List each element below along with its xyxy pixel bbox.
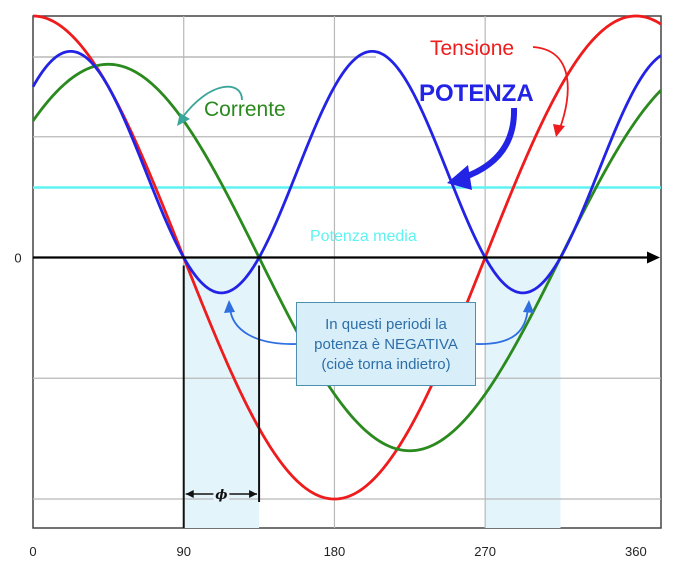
x-tick-label-90: 90 [176, 544, 190, 559]
callout-line-3: (cioè torna indietro) [321, 356, 451, 373]
tick-labels: 0 90 180 270 360 0 [14, 251, 646, 559]
label-potenza-media: Potenza media [310, 228, 417, 245]
callout-line-2: potenza è NEGATIVA [314, 336, 458, 353]
zero-axis-arrowhead [647, 251, 660, 264]
tensione-arrow-head [553, 124, 565, 137]
phase-span-arrow-right [249, 490, 258, 498]
negative-power-callout: In questi periodi la potenza è NEGATIVA … [296, 302, 476, 386]
series-potenza [31, 49, 662, 295]
phase-label-bg [213, 486, 230, 502]
negative-power-region-1 [183, 257, 260, 528]
callout-line-1: In questi periodi la [325, 316, 447, 333]
negative-power-shades [183, 257, 561, 528]
label-corrente: Corrente [204, 98, 286, 121]
callout-arrow-left-head [224, 300, 235, 313]
callout-arrow-left [229, 307, 297, 345]
label-potenza: POTENZA [419, 80, 534, 107]
x-tick-label-360: 360 [625, 544, 647, 559]
corrente-arrow-head [177, 113, 190, 126]
phase-shift-label: ϕ [215, 488, 227, 503]
label-tensione: Tensione [430, 37, 514, 60]
x-tick-label-180: 180 [324, 544, 346, 559]
tensione-arrow [532, 46, 569, 129]
x-axis [33, 251, 660, 264]
corrente-arrow [181, 85, 243, 119]
potenza-arrow-head [447, 165, 472, 190]
phase-shift-marker: ϕ [182, 265, 261, 528]
plot-frame [32, 15, 662, 529]
potenza-arrow [461, 107, 518, 181]
negative-power-region-2 [485, 257, 561, 528]
x-tick-label-270: 270 [474, 544, 496, 559]
series-tensione [32, 14, 662, 501]
callout-arrow-right-head [523, 300, 534, 313]
x-tick-label-0: 0 [29, 544, 36, 559]
series-group [31, 14, 663, 501]
phase-span-arrow-left [185, 490, 194, 498]
callout-arrow-right [475, 307, 529, 345]
y-tick-label-zero: 0 [14, 251, 21, 266]
